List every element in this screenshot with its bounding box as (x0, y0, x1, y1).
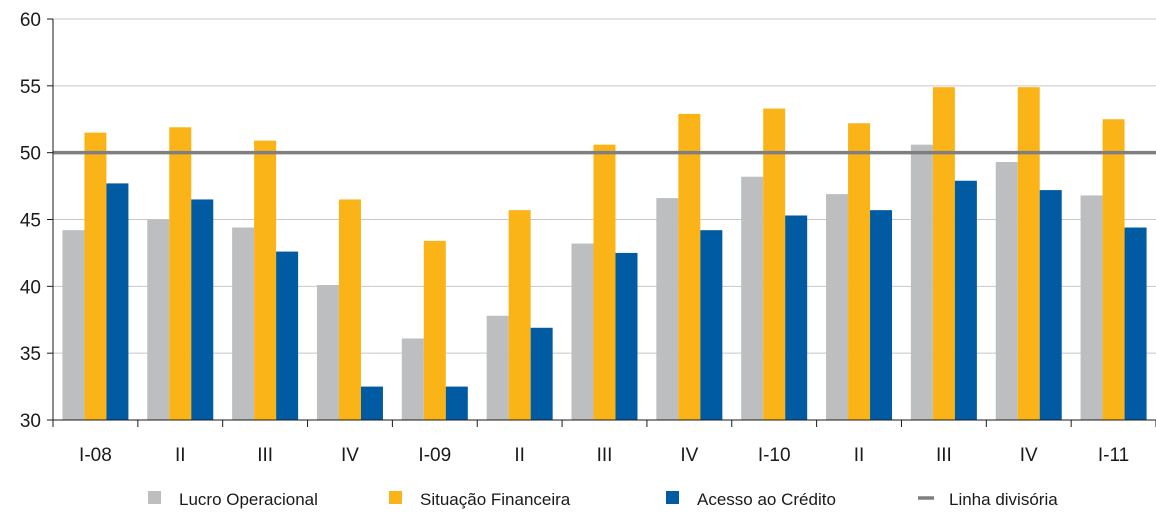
bar-s1-c8 (763, 108, 786, 420)
bars (62, 87, 1147, 421)
bar-s0-c11 (995, 162, 1018, 421)
x-tick-label-5: II (514, 445, 525, 466)
x-tick-label-10: III (936, 445, 952, 466)
bar-s0-c1 (147, 219, 170, 420)
bar-s2-c6 (615, 252, 638, 420)
bar-s0-c5 (486, 315, 509, 420)
bar-s0-c4 (401, 338, 424, 420)
legend-label-2: Acesso ao Crédito (697, 490, 836, 509)
x-tick-label-3: IV (341, 445, 359, 466)
y-tick-label-5: 55 (20, 77, 41, 98)
x-tick-label-6: III (597, 445, 613, 466)
bar-s1-c10 (932, 87, 955, 421)
bar-s0-c12 (1080, 195, 1103, 420)
bar-s1-c5 (508, 210, 531, 420)
bar-s1-c2 (254, 140, 277, 421)
bar-s0-c2 (232, 227, 255, 420)
bar-s2-c3 (360, 386, 383, 420)
bar-s2-c11 (1039, 190, 1062, 420)
x-tick-label-7: IV (680, 445, 698, 466)
legend-label-3: Linha divisória (949, 490, 1058, 509)
bar-s2-c5 (530, 327, 553, 420)
bar-s0-c0 (62, 230, 85, 420)
legend: Lucro Operacional Situação Financeira Aces… (148, 490, 1058, 509)
bar-s2-c1 (191, 199, 214, 420)
y-tick-label-1: 35 (20, 344, 41, 365)
bar-s1-c1 (169, 127, 192, 421)
bar-s1-c11 (1017, 87, 1040, 421)
x-tick-label-12: I-11 (1098, 445, 1129, 466)
bar-s2-c12 (1124, 227, 1147, 420)
y-tick-label-3: 45 (20, 211, 41, 232)
x-tick-label-9: II (854, 445, 865, 466)
bar-s1-c4 (423, 240, 446, 420)
bar-s0-c6 (571, 243, 594, 420)
bar-s2-c2 (276, 251, 299, 420)
bar-s1-c3 (338, 199, 361, 420)
bar-s0-c10 (910, 144, 933, 420)
bar-s2-c10 (954, 180, 977, 420)
bar-s1-c0 (84, 132, 107, 420)
y-tick-label-6: 60 (20, 10, 41, 31)
bar-s2-c8 (785, 215, 808, 420)
y-tick-label-4: 50 (20, 144, 41, 165)
bar-s0-c9 (826, 194, 849, 420)
legend-label-1: Situação Financeira (420, 490, 571, 509)
bar-s2-c0 (106, 183, 129, 420)
bar-s0-c7 (656, 198, 679, 420)
legend-swatch-2 (666, 491, 679, 504)
axes (47, 18, 1156, 427)
bar-s1-c9 (848, 123, 871, 420)
legend-swatch-1 (389, 491, 402, 504)
x-tick-label-1: II (175, 445, 186, 466)
y-tick-label-0: 30 (20, 411, 41, 432)
x-tick-labels: I-08 II III IV I-09 II III IV I-10 II III IV I-11 (79, 445, 1129, 466)
bar-s2-c4 (445, 386, 468, 420)
x-tick-label-0: I-08 (79, 445, 112, 466)
x-tick-label-2: III (257, 445, 273, 466)
legend-swatch-0 (148, 491, 161, 504)
bar-s0-c8 (741, 176, 764, 420)
x-tick-label-11: IV (1020, 445, 1038, 466)
bar-s0-c3 (316, 284, 339, 420)
bar-s2-c9 (870, 210, 893, 420)
y-tick-label-2: 40 (20, 277, 41, 298)
bar-s2-c7 (700, 230, 723, 420)
legend-label-0: Lucro Operacional (179, 490, 318, 509)
bar-s1-c7 (678, 113, 701, 421)
y-tick-labels: 30 35 40 45 50 55 60 (20, 10, 41, 432)
bar-s1-c12 (1102, 119, 1125, 420)
bar-s1-c6 (593, 144, 616, 420)
x-tick-label-8: I-10 (758, 445, 791, 466)
x-tick-label-4: I-09 (418, 445, 451, 466)
